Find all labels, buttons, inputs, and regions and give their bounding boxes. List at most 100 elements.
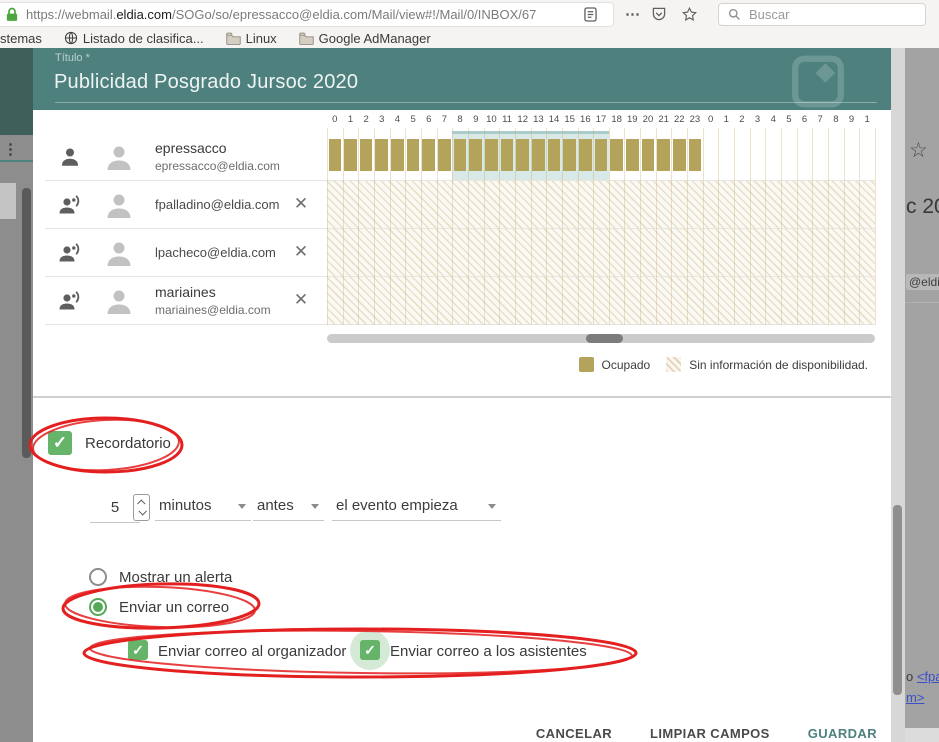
row-separator (45, 228, 875, 229)
background-page-right: ☆ c 20 @eldia o <fpa m> (905, 48, 939, 742)
hour-label: 19 (627, 114, 638, 125)
url-bar[interactable]: https://webmail.eldia.com/SOGo/so/epress… (0, 2, 614, 27)
attendee-info: epressacco epressacco@eldia.com (155, 140, 315, 173)
hour-label: 9 (473, 114, 479, 125)
reminder-reference-select[interactable]: el evento empieza (332, 493, 501, 521)
browser-search[interactable] (718, 3, 926, 26)
hour-label: 6 (426, 114, 432, 125)
reminder-checkbox[interactable]: ✓ (48, 431, 72, 455)
dialog-scrollbar-thumb[interactable] (893, 505, 902, 695)
scrollbar-thumb[interactable] (586, 334, 623, 343)
avatar (103, 285, 135, 317)
hour-gridline (608, 128, 610, 325)
busy-block (391, 139, 404, 171)
checkbox-email-attendees[interactable]: ✓ (360, 640, 380, 660)
reminder-timing-select[interactable]: antes (253, 493, 324, 521)
bookmark-item[interactable]: Google AdManager (298, 31, 431, 46)
hour-gridline (781, 128, 783, 325)
legend-label: Sin información de disponibilidad. (689, 357, 868, 372)
row-separator (45, 180, 875, 181)
pocket-icon[interactable] (648, 3, 670, 25)
chevron-up-icon[interactable] (136, 499, 146, 508)
search-input[interactable] (747, 6, 911, 23)
url-domain: eldia.com (116, 7, 172, 22)
hour-gridline (483, 128, 485, 325)
dialog-header: Título * Publicidad Posgrado Jursoc 2020 (33, 48, 891, 110)
busy-block (516, 139, 530, 171)
attendee-info: mariaines mariaines@eldia.com (155, 284, 315, 317)
hour-label: 8 (833, 114, 839, 125)
hour-gridline (687, 128, 689, 325)
busy-block (579, 139, 592, 171)
hour-gridline (530, 128, 532, 325)
partial-link: m> (906, 690, 925, 705)
attendee-email: mariaines@eldia.com (155, 303, 271, 317)
folder-icon (225, 32, 241, 45)
background-partial-text: o <fpa (906, 669, 939, 684)
busy-block (359, 139, 373, 171)
scheduler-horizontal-scrollbar[interactable] (327, 334, 875, 343)
hour-gridline (749, 128, 751, 325)
busy-block (547, 139, 561, 171)
remove-attendee-button[interactable]: ✕ (291, 193, 311, 215)
title-underline (55, 102, 877, 103)
cancel-button[interactable]: CANCELAR (530, 724, 618, 742)
organizer-icon[interactable] (58, 145, 82, 169)
background-partial-title: c 20 (906, 195, 939, 218)
busy-block (328, 139, 342, 171)
reader-mode-icon[interactable] (584, 7, 597, 27)
attendee-voice-icon[interactable] (58, 193, 82, 217)
reminder-unit-select[interactable]: minutos (155, 493, 251, 521)
background-page-left: ⋮ (0, 48, 33, 742)
row-separator (45, 276, 875, 277)
url-path: /SOGo/so/epressacco@eldia.com/Mail/view#… (171, 7, 537, 22)
remove-attendee-button[interactable]: ✕ (291, 241, 311, 263)
overflow-menu-icon[interactable]: ⋯ (625, 6, 641, 23)
hour-gridline (859, 128, 861, 325)
attendee-row: lpacheco@eldia.com ✕ (33, 229, 891, 277)
hour-gridline (342, 128, 344, 325)
bookmark-item[interactable]: Linux (225, 30, 277, 46)
hour-gridline (405, 128, 407, 325)
radio-send-email[interactable] (89, 598, 107, 616)
hour-label: 4 (770, 114, 776, 125)
bookmark-item[interactable]: Listado de clasifica... (64, 31, 204, 46)
dialog-scrollbar[interactable] (891, 48, 905, 742)
background-accent-line (0, 160, 33, 162)
background-scrollbar-thumb[interactable] (22, 188, 31, 458)
hour-gridline (327, 128, 328, 325)
hour-gridline (640, 128, 642, 325)
busy-block (422, 139, 436, 171)
background-partial-email: @eldia (906, 274, 939, 290)
busy-block (532, 139, 545, 171)
radio-show-alert[interactable] (89, 568, 107, 586)
event-title-input[interactable]: Publicidad Posgrado Jursoc 2020 (54, 71, 359, 93)
busy-block (438, 139, 451, 171)
clear-fields-button[interactable]: LIMPIAR CAMPOS (644, 724, 776, 742)
bookmark-label: Linux (245, 30, 277, 46)
save-button[interactable]: GUARDAR (802, 724, 883, 742)
checkbox-email-organizer[interactable]: ✓ (128, 640, 148, 660)
attendee-voice-icon[interactable] (58, 289, 82, 313)
hour-label: 10 (486, 114, 497, 125)
hour-gridline (546, 128, 548, 325)
chevron-down-icon[interactable] (137, 507, 147, 516)
attendee-voice-icon[interactable] (58, 241, 82, 265)
remove-attendee-button[interactable]: ✕ (291, 289, 311, 311)
hour-gridline (514, 128, 516, 325)
busy-block (657, 139, 670, 171)
kebab-menu-icon: ⋮ (3, 141, 18, 158)
event-editor-dialog: Título * Publicidad Posgrado Jursoc 2020… (33, 48, 891, 742)
hour-gridline (577, 128, 579, 325)
folder-icon (298, 32, 314, 45)
sogo-logo-watermark (775, 53, 861, 110)
attendee-email: epressacco@eldia.com (155, 159, 280, 173)
availability-legend: Ocupado Sin información de disponibilidad… (578, 357, 868, 372)
background-partial-link: <fpa (916, 669, 939, 684)
bookmark-item[interactable]: stemas (0, 31, 42, 46)
reminder-amount-input[interactable] (90, 493, 140, 523)
amount-stepper[interactable] (133, 494, 150, 521)
hour-gridline (765, 128, 767, 325)
bookmark-star-icon[interactable] (678, 3, 700, 25)
